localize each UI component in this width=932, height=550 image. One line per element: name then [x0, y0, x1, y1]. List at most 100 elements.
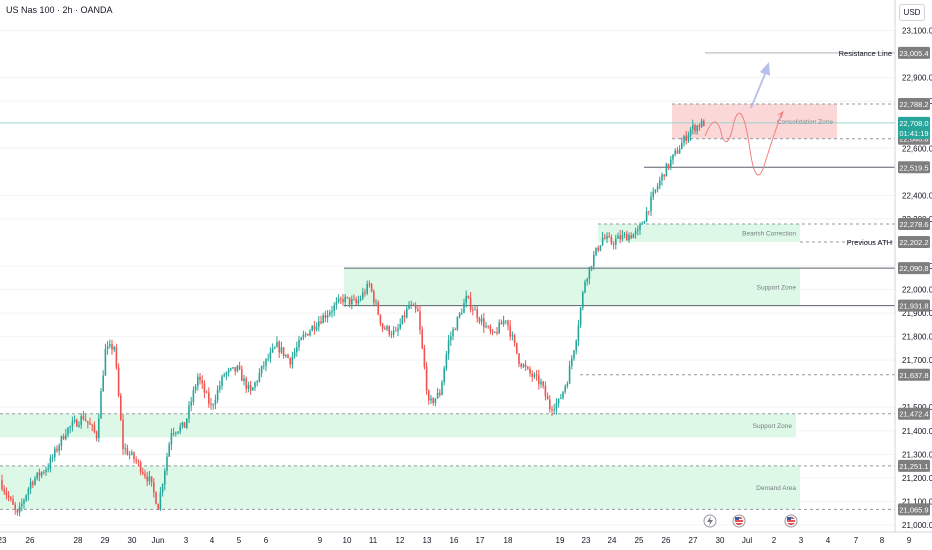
candle-body: [375, 302, 377, 304]
event-icons[interactable]: [703, 514, 798, 528]
candle-body: [148, 476, 151, 482]
candle-body: [278, 341, 280, 353]
zone-label: Support Zone: [757, 284, 797, 291]
candle-body: [533, 374, 536, 377]
candle-body: [441, 381, 443, 395]
zone-label: Bearish Correction: [742, 230, 796, 237]
candle-body: [368, 283, 371, 285]
candle-body: [456, 316, 459, 330]
time-tick-label: 10: [343, 536, 352, 545]
candle-body: [538, 375, 540, 385]
candle-body: [181, 422, 184, 427]
candle-body: [254, 382, 256, 388]
candle-body: [285, 354, 287, 356]
candle-body: [659, 180, 661, 187]
candle-body: [676, 150, 679, 154]
candle-body: [362, 292, 364, 299]
candle-body: [111, 344, 113, 350]
candle-body: [234, 367, 236, 372]
candle-body: [472, 309, 474, 311]
candle-body: [38, 472, 41, 476]
candle-body: [313, 325, 316, 330]
candle-body: [117, 367, 120, 396]
candle-body: [381, 323, 384, 329]
candle-body: [357, 300, 360, 304]
candle-body: [428, 391, 430, 401]
candle-body: [230, 368, 232, 370]
candle-body: [164, 470, 166, 485]
candle-body: [221, 376, 223, 386]
candle-body: [410, 304, 412, 306]
candle-body: [498, 322, 500, 334]
candle-body: [179, 426, 181, 432]
time-tick-label: 17: [476, 536, 485, 545]
candle-body: [395, 330, 397, 332]
candle-body: [656, 186, 659, 190]
candle-body: [579, 307, 582, 326]
candle-body: [157, 503, 159, 510]
candle-body: [465, 295, 467, 304]
candle-body: [3, 489, 5, 492]
level-price-badge: [898, 368, 930, 381]
currency-selector[interactable]: USD: [899, 4, 925, 21]
time-tick-label: 7: [854, 536, 859, 545]
candle-body: [588, 266, 591, 279]
time-tick-label: 4: [210, 536, 215, 545]
candle-body: [192, 390, 195, 402]
candle-body: [340, 298, 342, 300]
candle-body: [186, 418, 188, 428]
candle-body: [153, 482, 155, 493]
time-tick-label: 28: [74, 536, 83, 545]
candle-body: [507, 320, 509, 326]
candle-body: [650, 196, 652, 212]
candle-body: [146, 476, 148, 482]
candle-body: [16, 509, 19, 513]
candle-body: [364, 292, 366, 294]
candle-body: [89, 423, 91, 425]
time-tick-label: 25: [635, 536, 644, 545]
candle-body: [604, 237, 606, 239]
candle-body: [608, 236, 610, 238]
candle-body: [201, 380, 203, 384]
time-tick-label: 5: [237, 536, 242, 545]
time-tick-label: 27: [689, 536, 698, 545]
candle-body: [529, 368, 531, 374]
candle-body: [379, 314, 382, 324]
candle-body: [390, 334, 393, 336]
candle-body: [166, 456, 168, 471]
candle-body: [60, 436, 63, 446]
candle-body: [645, 211, 648, 222]
candle-body: [267, 358, 269, 360]
time-tick-label: 30: [128, 536, 137, 545]
candle-body: [564, 386, 566, 392]
candle-body: [322, 315, 324, 324]
level-price-badge: [898, 97, 930, 110]
candle-body: [71, 421, 74, 427]
candle-body: [557, 398, 560, 404]
level-price-badge: [898, 262, 930, 275]
candle-body: [502, 320, 505, 325]
candle-body: [271, 348, 274, 353]
candle-body: [126, 448, 129, 455]
time-tick-label: 9: [907, 536, 912, 545]
candle-body: [65, 434, 67, 440]
candle-body: [366, 283, 368, 294]
time-tick-label: 23: [582, 536, 591, 545]
candle-body: [511, 335, 514, 337]
projected-path: [704, 111, 783, 176]
candle-body: [58, 445, 60, 451]
level-price-badge: [898, 503, 930, 516]
candle-body: [307, 333, 309, 336]
candle-body: [296, 347, 298, 353]
zone-green: [598, 223, 800, 242]
time-axis[interactable]: 2326282930Jun345691011121316171819232425…: [0, 536, 912, 545]
candle-body: [593, 254, 595, 267]
candle-body: [351, 299, 353, 305]
candle-body: [49, 458, 52, 469]
candle-body: [56, 448, 58, 451]
candle-body: [342, 298, 344, 303]
candle-body: [546, 396, 549, 400]
candle-body: [104, 348, 107, 376]
candle-body: [324, 315, 327, 318]
